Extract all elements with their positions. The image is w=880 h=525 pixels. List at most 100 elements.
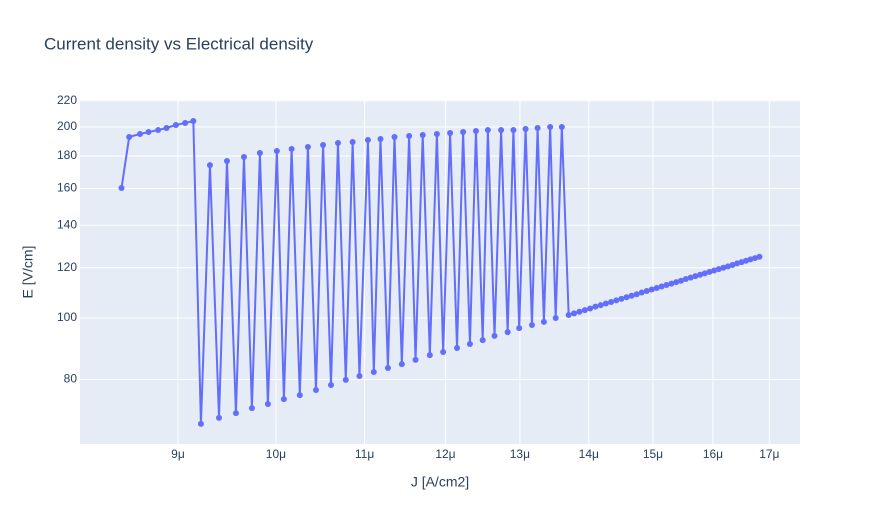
data-point	[510, 127, 517, 134]
x-tick-label: 11μ	[355, 447, 374, 461]
data-point	[248, 405, 255, 412]
data-point	[280, 396, 287, 403]
data-point	[516, 325, 523, 332]
data-point	[206, 162, 213, 169]
data-point	[558, 124, 565, 131]
data-point	[597, 302, 604, 309]
data-point	[312, 387, 319, 394]
data-point	[715, 266, 722, 273]
y-tick-label: 80	[64, 372, 78, 386]
data-point	[433, 130, 440, 137]
data-point	[658, 283, 665, 290]
data-point	[304, 144, 311, 151]
data-point	[678, 277, 685, 284]
data-point	[155, 127, 162, 134]
data-point	[711, 267, 718, 274]
y-axis-title: E [V/cm]	[20, 246, 36, 299]
data-point	[484, 127, 491, 134]
data-point	[182, 120, 189, 127]
data-point	[663, 282, 670, 289]
data-point	[498, 127, 505, 134]
data-point	[466, 340, 473, 347]
x-tick-label: 10μ	[266, 447, 286, 461]
data-point	[587, 305, 594, 312]
y-tick-label: 180	[57, 148, 77, 162]
data-point	[240, 153, 247, 160]
x-tick-label: 17μ	[759, 447, 779, 461]
data-point	[419, 131, 426, 138]
data-point	[547, 124, 554, 131]
data-point	[673, 279, 680, 286]
data-point	[126, 133, 133, 140]
data-point	[581, 307, 588, 314]
data-point	[528, 321, 535, 328]
data-point	[327, 382, 334, 389]
data-point	[613, 297, 620, 304]
data-point	[232, 410, 239, 417]
data-point	[706, 268, 713, 275]
data-point	[334, 140, 341, 147]
data-point	[729, 262, 736, 269]
data-point	[633, 291, 640, 298]
data-point	[440, 348, 447, 355]
data-point	[288, 145, 295, 152]
data-point	[163, 124, 170, 131]
data-point	[454, 344, 461, 351]
data-point	[118, 184, 125, 191]
data-point	[172, 121, 179, 128]
data-point	[738, 259, 745, 266]
data-point	[682, 276, 689, 283]
data-point	[491, 332, 498, 339]
data-point	[364, 136, 371, 143]
data-point	[256, 149, 263, 156]
data-point	[623, 294, 630, 301]
x-axis-title: J [A/cm2]	[411, 474, 469, 490]
data-point	[460, 129, 467, 136]
data-point	[264, 400, 271, 407]
y-tick-label: 140	[57, 217, 77, 231]
data-point	[638, 289, 645, 296]
data-point	[602, 300, 609, 307]
data-point	[137, 130, 144, 137]
chart-title: Current density vs Electrical density	[44, 34, 314, 53]
data-point	[356, 373, 363, 380]
x-tick-label: 12μ	[435, 447, 455, 461]
data-point	[320, 141, 327, 148]
data-point	[145, 129, 152, 136]
data-point	[412, 356, 419, 363]
data-point	[571, 310, 578, 317]
data-point	[190, 118, 197, 125]
data-point	[398, 361, 405, 368]
data-point	[565, 311, 572, 318]
y-tick-label: 160	[57, 181, 77, 195]
data-point	[701, 270, 708, 277]
x-tick-label: 15μ	[643, 447, 663, 461]
data-point	[504, 329, 511, 336]
data-point	[687, 274, 694, 281]
data-point	[370, 369, 377, 376]
data-point	[426, 352, 433, 359]
data-point	[406, 132, 413, 139]
y-tick-label: 100	[57, 310, 77, 324]
data-point	[552, 315, 559, 322]
x-tick-label: 16μ	[703, 447, 723, 461]
y-tick-label: 200	[57, 119, 77, 133]
data-point	[756, 253, 763, 260]
data-point	[522, 125, 529, 132]
data-point	[349, 139, 356, 146]
x-tick-label: 14μ	[579, 447, 599, 461]
data-point	[608, 298, 615, 305]
data-point	[724, 263, 731, 270]
data-point	[720, 264, 727, 271]
data-point	[643, 287, 650, 294]
data-point	[668, 280, 675, 287]
data-point	[223, 157, 230, 164]
data-point	[273, 148, 280, 155]
y-tick-label: 120	[57, 260, 77, 274]
data-point	[697, 271, 704, 278]
data-point	[592, 303, 599, 310]
data-point	[296, 392, 303, 399]
data-point	[391, 133, 398, 140]
x-tick-label: 9μ	[171, 447, 185, 461]
